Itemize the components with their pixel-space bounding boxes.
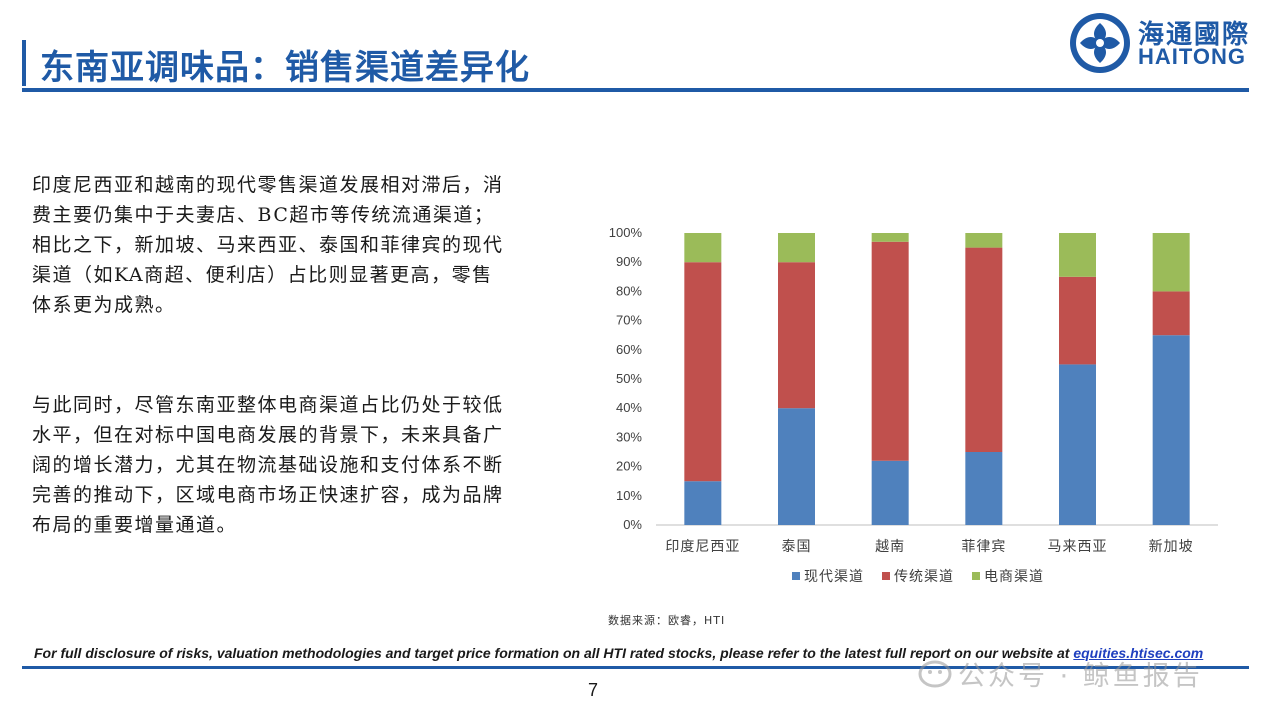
bar-segment xyxy=(684,262,722,482)
y-tick-label: 20% xyxy=(616,459,642,474)
logo-english-text: HAITONG xyxy=(1138,44,1247,69)
legend-swatch xyxy=(882,572,890,580)
y-tick-label: 100% xyxy=(609,225,643,240)
bar-segment xyxy=(684,233,722,263)
x-tick-label: 印度尼西亚 xyxy=(665,539,740,555)
haitong-logo-icon xyxy=(1070,13,1130,73)
bar-segment xyxy=(778,262,815,409)
bar-segment xyxy=(965,452,1003,525)
y-tick-label: 80% xyxy=(616,283,642,298)
bar-segment xyxy=(778,408,815,525)
bar-segment xyxy=(684,481,722,525)
x-tick-label: 菲律宾 xyxy=(961,539,1006,555)
logo-chinese-text: 海通國際 xyxy=(1138,20,1251,50)
bar-segment xyxy=(1152,291,1190,336)
bar-segment xyxy=(965,233,1003,248)
disclosure-body: For full disclosure of risks, valuation … xyxy=(34,645,1074,661)
y-tick-label: 10% xyxy=(616,488,642,503)
bar-segment xyxy=(871,460,909,525)
bar-segment xyxy=(965,247,1003,452)
website-link[interactable]: equities.htisec.com xyxy=(1073,645,1204,661)
footer-divider xyxy=(22,666,1249,669)
title-accent-bar xyxy=(22,40,26,86)
legend-label: 电商渠道 xyxy=(984,569,1044,585)
data-source: 数据来源：欧睿，HTI xyxy=(608,614,726,627)
y-tick-label: 40% xyxy=(616,400,642,415)
x-tick-label: 马来西亚 xyxy=(1048,539,1108,555)
bar-segment xyxy=(1152,233,1190,292)
stacked-bar-chart: 0% 10% 20% 30% 40% 50% 60% 70% 80% 90% 100% 印度尼西亚 泰国… xyxy=(609,225,1218,585)
legend-label: 现代渠道 xyxy=(804,569,864,585)
y-tick-label: 50% xyxy=(616,371,642,386)
bar-segment xyxy=(1059,233,1096,277)
y-tick-label: 70% xyxy=(616,313,642,328)
legend-swatch xyxy=(792,572,800,580)
x-tick-label: 越南 xyxy=(875,539,905,555)
x-tick-label: 泰国 xyxy=(782,539,812,555)
page-title: 东南亚调味品：销售渠道差异化 xyxy=(40,48,530,88)
watermark-text: 公众号 · 鲸鱼报告 xyxy=(958,661,1203,692)
legend-swatch xyxy=(972,572,980,580)
body-paragraph-2: 与此同时，尽管东南亚整体电商渠道占比仍处于较低水平，但在对标中国电商发展的背景下… xyxy=(32,394,504,536)
bar-segment xyxy=(778,233,815,263)
bar-segment xyxy=(871,233,909,242)
x-tick-label: 新加坡 xyxy=(1149,539,1194,555)
bar-segment xyxy=(1059,364,1096,525)
bar-segment xyxy=(871,241,909,461)
title-divider xyxy=(22,88,1249,92)
y-tick-label: 60% xyxy=(616,342,642,357)
bar-segment xyxy=(1059,276,1096,365)
y-tick-label: 0% xyxy=(623,517,642,532)
y-tick-label: 90% xyxy=(616,254,642,269)
legend-label: 传统渠道 xyxy=(894,569,954,585)
body-paragraph-1: 印度尼西亚和越南的现代零售渠道发展相对滞后，消费主要仍集中于夫妻店、BC超市等传… xyxy=(32,174,504,316)
y-tick-label: 30% xyxy=(616,429,642,444)
bar-segment xyxy=(1152,335,1190,525)
page-number: 7 xyxy=(588,680,599,700)
disclosure-text: For full disclosure of risks, valuation … xyxy=(34,645,1203,661)
wechat-watermark-icon xyxy=(918,660,952,688)
